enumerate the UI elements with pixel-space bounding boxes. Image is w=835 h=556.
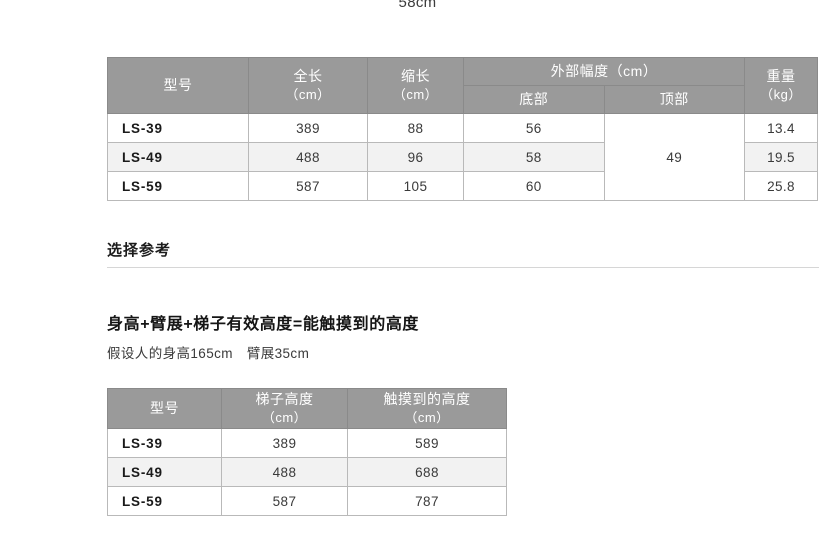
- column-header-weight: 重量 （kg）: [744, 57, 818, 114]
- cell-ladder-height: 488: [221, 457, 348, 488]
- reach-height-table: 型号 梯子高度 （cm） 触摸到的高度 （cm） LS-39 389 589 L…: [107, 387, 507, 517]
- specifications-table: 型号 全长 （cm） 缩长 （cm） 外部幅度（cm） 重量 （kg） 底部 顶…: [107, 57, 818, 201]
- cell-weight: 19.5: [744, 142, 818, 172]
- column-header-outer-width-bottom: 底部: [463, 85, 605, 114]
- column-header-full-length: 全长 （cm）: [248, 57, 368, 114]
- cell-width-bottom: 56: [463, 113, 605, 143]
- cell-model: LS-59: [107, 171, 249, 201]
- column-header-full-length-label: 全长: [293, 67, 323, 84]
- table-header-row-primary: 型号 全长 （cm） 缩长 （cm） 外部幅度（cm） 重量 （kg）: [107, 57, 818, 114]
- table-row: LS-39 389 589: [107, 428, 507, 459]
- column-header-full-length-unit: （cm）: [285, 87, 331, 103]
- cell-full-length: 587: [248, 171, 368, 201]
- formula-heading: 身高+臂展+梯子有效高度=能触摸到的高度: [107, 316, 420, 333]
- column-header-reach-height: 触摸到的高度 （cm）: [347, 387, 507, 430]
- table-row: LS-59 587 105 60 25.8: [107, 171, 818, 201]
- column-header-model: 型号: [107, 57, 249, 114]
- cell-model: LS-49: [107, 142, 249, 172]
- reach-height-table-body: LS-39 389 589 LS-49 488 688 LS-59 587 78…: [107, 428, 507, 517]
- cell-model: LS-59: [107, 486, 222, 517]
- top-caption: 58cm: [398, 0, 437, 11]
- cell-weight: 25.8: [744, 171, 818, 201]
- column-header-ladder-height: 梯子高度 （cm）: [221, 387, 348, 430]
- cell-model: LS-49: [107, 457, 222, 488]
- table-row: LS-49 488 688: [107, 457, 507, 488]
- cell-folded-length: 105: [367, 171, 464, 201]
- column-header-weight-unit: （kg）: [760, 87, 802, 103]
- specifications-table-body: LS-39 389 88 56 49 13.4 LS-49 488 96 58 …: [107, 113, 818, 201]
- cell-weight: 13.4: [744, 113, 818, 143]
- column-header-folded-length-unit: （cm）: [392, 87, 439, 103]
- column-header-reach-height-unit: （cm）: [404, 410, 450, 426]
- cell-model: LS-39: [107, 113, 249, 143]
- column-header-folded-length-label: 缩长: [401, 67, 430, 84]
- section-heading-selection-reference: 选择参考: [107, 242, 172, 259]
- column-header-outer-width-group: 外部幅度（cm）: [463, 57, 745, 86]
- column-header-ladder-height-label: 梯子高度: [255, 391, 314, 407]
- specifications-table-head: 型号 全长 （cm） 缩长 （cm） 外部幅度（cm） 重量 （kg） 底部 顶…: [107, 57, 818, 114]
- cell-folded-length: 88: [367, 113, 464, 143]
- table-row: LS-49 488 96 58 19.5: [107, 142, 818, 172]
- table-header-row: 型号 梯子高度 （cm） 触摸到的高度 （cm）: [107, 387, 507, 430]
- cell-reach-height: 787: [347, 486, 507, 517]
- cell-reach-height: 589: [347, 428, 507, 459]
- table-row: LS-39 389 88 56 49 13.4: [107, 113, 818, 201]
- column-header-weight-label: 重量: [766, 67, 796, 84]
- cell-width-top-merged: 49: [603, 113, 745, 201]
- cell-model: LS-39: [107, 428, 222, 459]
- cell-width-bottom: 58: [463, 142, 605, 172]
- cell-ladder-height: 587: [221, 486, 348, 517]
- column-header-model: 型号: [107, 387, 222, 430]
- reach-height-table-head: 型号 梯子高度 （cm） 触摸到的高度 （cm）: [107, 387, 507, 430]
- cell-full-length: 488: [248, 142, 368, 172]
- cell-folded-length: 96: [367, 142, 464, 172]
- cell-full-length: 389: [248, 113, 368, 143]
- cell-reach-height: 688: [347, 457, 507, 488]
- column-header-outer-width-top: 顶部: [603, 85, 745, 114]
- table-header-row-secondary: 底部 顶部: [108, 85, 818, 114]
- column-header-folded-length: 缩长 （cm）: [367, 57, 464, 114]
- cell-width-bottom: 60: [463, 171, 605, 201]
- column-header-reach-height-label: 触摸到的高度: [383, 391, 471, 407]
- section-divider: [107, 267, 819, 268]
- column-header-ladder-height-unit: （cm）: [261, 410, 308, 426]
- cell-ladder-height: 389: [221, 428, 348, 459]
- formula-assumption-note: 假设人的身高165cm 臂展35cm: [107, 346, 310, 361]
- table-row: LS-59 587 787: [107, 486, 507, 517]
